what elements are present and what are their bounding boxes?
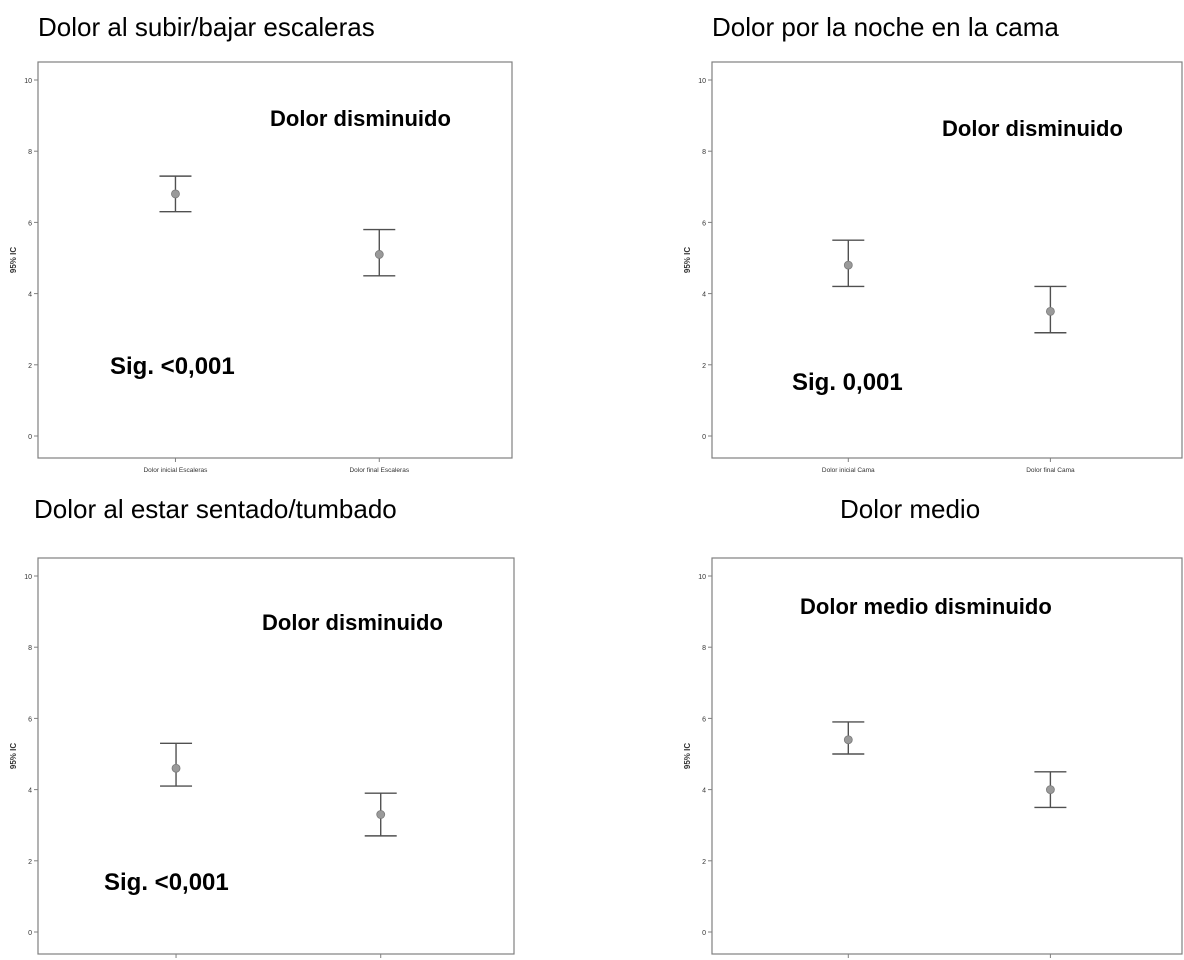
y-tick-label: 0	[702, 434, 706, 441]
y-tick-label: 6	[28, 220, 32, 227]
annotation-heading: Dolor disminuido	[942, 116, 1123, 141]
chart-title: Dolor por la noche en la cama	[712, 12, 1059, 42]
y-tick-label: 0	[28, 930, 32, 937]
plot-frame	[711, 61, 1183, 459]
x-tick-label: Dolor final Cama	[1026, 467, 1075, 474]
chart-panel-sentado: Dolor al estar sentado/tumbado 0 2 4 6 8 10 95…	[0, 480, 592, 960]
y-tick-label: 10	[24, 78, 32, 85]
plot-frame	[37, 61, 513, 459]
annotation-heading: Dolor disminuido	[262, 610, 443, 635]
y-tick-label: 8	[702, 149, 706, 156]
y-tick-label: 0	[28, 434, 32, 441]
y-tick-label: 4	[702, 788, 706, 795]
chart-panel-escaleras: Dolor al subir/bajar escaleras 0 2 4 6 8 10 95…	[0, 0, 592, 480]
x-tick-label: Dolor inicial Escaleras	[143, 467, 208, 474]
x-tick-label: Dolor final Escaleras	[349, 467, 409, 474]
mean-point	[171, 763, 181, 773]
significance-label: Sig. <0,001	[104, 869, 229, 896]
y-tick-label: 4	[28, 788, 32, 795]
y-tick-label: 0	[702, 930, 706, 937]
chart-title: Dolor al estar sentado/tumbado	[34, 494, 397, 524]
y-tick-label: 10	[24, 574, 32, 581]
y-axis-label: 95% IC	[683, 247, 692, 273]
plot-frame	[37, 557, 515, 955]
y-tick-label: 10	[698, 78, 706, 85]
chart-title: Dolor al subir/bajar escaleras	[38, 12, 375, 42]
y-tick-label: 6	[702, 716, 706, 723]
y-tick-label: 2	[28, 859, 32, 866]
y-tick-label: 4	[28, 292, 32, 299]
mean-point	[843, 735, 853, 745]
chart-title: Dolor medio	[840, 494, 981, 524]
mean-point	[1045, 306, 1055, 316]
y-axis-label: 95% IC	[683, 743, 692, 769]
y-tick-label: 8	[702, 645, 706, 652]
mean-point	[843, 260, 853, 270]
y-tick-label: 2	[702, 859, 706, 866]
y-tick-label: 10	[698, 574, 706, 581]
significance-label: Sig. <0,001	[110, 353, 235, 380]
y-tick-label: 2	[28, 363, 32, 370]
y-axis-label: 95% IC	[9, 247, 18, 273]
significance-label: Sig. 0,001	[792, 369, 903, 396]
y-axis-label: 95% IC	[9, 743, 18, 769]
x-tick-label: Dolor inicial Cama	[822, 467, 875, 474]
plot-frame	[711, 557, 1183, 955]
y-tick-label: 8	[28, 149, 32, 156]
mean-point	[1045, 785, 1055, 795]
y-tick-label: 6	[702, 220, 706, 227]
y-tick-label: 8	[28, 645, 32, 652]
mean-point	[376, 810, 386, 819]
chart-plot: 0 2 4 6 8 10 95% IC Dolor inicial Cama Dolor fin…	[683, 61, 1183, 474]
annotation-heading: Dolor medio disminuido	[800, 594, 1052, 619]
y-tick-label: 4	[702, 292, 706, 299]
mean-point	[171, 189, 180, 199]
mean-point	[374, 250, 384, 259]
chart-panel-cama: Dolor por la noche en la cama 0 2 4 6 8 10 95%…	[592, 0, 1184, 480]
y-tick-label: 6	[28, 716, 32, 723]
annotation-heading: Dolor disminuido	[270, 106, 451, 131]
y-tick-label: 2	[702, 363, 706, 370]
chart-plot: 0 2 4 6 8 10 95% IC Dolor inicial Escaleras Dolo…	[9, 61, 513, 474]
